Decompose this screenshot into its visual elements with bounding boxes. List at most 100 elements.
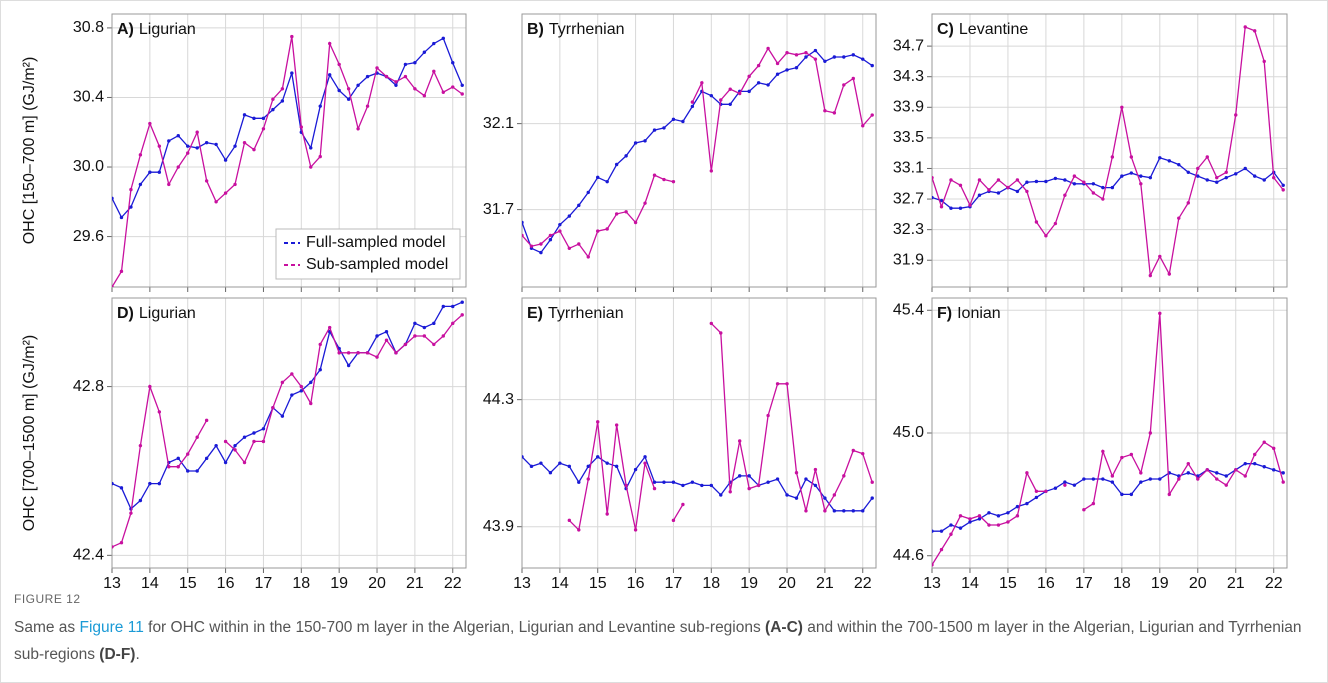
y-axis-label: OHC [150–700 m] (GJ/m²) bbox=[21, 57, 38, 245]
point bbox=[709, 93, 714, 98]
point bbox=[633, 141, 638, 145]
point bbox=[384, 338, 389, 342]
point bbox=[643, 461, 647, 465]
point bbox=[1110, 155, 1115, 159]
point bbox=[1253, 174, 1257, 178]
y-tick-label: 30.4 bbox=[73, 89, 104, 106]
point bbox=[422, 334, 427, 338]
point bbox=[413, 60, 417, 65]
point bbox=[1034, 489, 1039, 493]
point bbox=[346, 351, 351, 355]
point bbox=[252, 147, 256, 152]
point bbox=[451, 60, 455, 65]
point bbox=[1281, 480, 1285, 484]
point bbox=[949, 206, 953, 210]
caption-text: . bbox=[135, 646, 140, 663]
x-tick-label: 17 bbox=[1075, 575, 1093, 590]
point bbox=[1101, 197, 1105, 201]
x-tick-label: 15 bbox=[589, 575, 607, 590]
point bbox=[337, 62, 341, 67]
point bbox=[432, 321, 436, 326]
point bbox=[1139, 480, 1143, 484]
point bbox=[337, 88, 341, 93]
y-tick-label: 42.8 bbox=[73, 378, 104, 395]
point bbox=[624, 210, 628, 214]
point bbox=[861, 509, 865, 513]
point bbox=[261, 439, 266, 444]
point bbox=[186, 452, 190, 456]
y-tick-label: 45.0 bbox=[893, 424, 924, 441]
point bbox=[643, 201, 647, 205]
point bbox=[346, 97, 351, 101]
point bbox=[1224, 474, 1228, 478]
point bbox=[522, 233, 524, 238]
point bbox=[968, 203, 972, 207]
x-tick-label: 17 bbox=[665, 575, 683, 590]
point bbox=[804, 509, 808, 513]
series-line bbox=[112, 37, 463, 219]
plot-area bbox=[522, 298, 876, 568]
point bbox=[1053, 486, 1058, 490]
point bbox=[932, 195, 934, 200]
x-tick-label: 17 bbox=[255, 575, 273, 590]
point bbox=[242, 435, 247, 439]
point bbox=[949, 523, 953, 527]
point bbox=[1158, 254, 1162, 259]
point bbox=[129, 205, 133, 209]
point bbox=[939, 529, 944, 533]
point bbox=[958, 206, 963, 210]
caption-link[interactable]: Figure 11 bbox=[79, 619, 144, 636]
point bbox=[1177, 162, 1181, 167]
point bbox=[690, 100, 695, 104]
point bbox=[785, 382, 789, 386]
panel-label: C) bbox=[937, 21, 954, 38]
point bbox=[233, 144, 237, 148]
point bbox=[1177, 216, 1181, 220]
point bbox=[861, 451, 865, 456]
point bbox=[813, 483, 818, 488]
point bbox=[633, 467, 638, 472]
point bbox=[233, 448, 237, 452]
x-tick-label: 21 bbox=[406, 575, 424, 590]
point bbox=[832, 55, 837, 59]
point bbox=[403, 342, 408, 347]
point bbox=[681, 483, 685, 488]
point bbox=[1158, 311, 1162, 316]
point bbox=[1025, 189, 1029, 194]
point bbox=[709, 169, 714, 173]
point bbox=[403, 62, 408, 67]
point bbox=[1281, 183, 1285, 187]
point bbox=[290, 71, 294, 75]
plot-frame bbox=[111, 13, 467, 288]
point bbox=[1148, 477, 1153, 481]
point bbox=[605, 179, 609, 184]
point bbox=[1272, 175, 1276, 180]
x-tick-label: 18 bbox=[1113, 575, 1131, 590]
y-tick-label: 30.8 bbox=[73, 19, 104, 36]
point bbox=[290, 34, 294, 39]
point bbox=[968, 520, 972, 524]
point bbox=[643, 455, 647, 459]
point bbox=[1205, 155, 1209, 159]
point bbox=[671, 518, 676, 523]
point bbox=[823, 509, 827, 513]
point bbox=[299, 384, 304, 389]
point bbox=[785, 50, 789, 55]
point bbox=[1072, 483, 1077, 487]
y-tick-label: 33.1 bbox=[893, 160, 924, 177]
point bbox=[614, 212, 619, 216]
x-tick-label: 19 bbox=[330, 575, 348, 590]
point bbox=[394, 83, 398, 87]
point bbox=[1006, 520, 1010, 524]
point bbox=[186, 469, 190, 473]
point bbox=[204, 179, 209, 183]
point bbox=[558, 222, 562, 227]
point bbox=[681, 502, 685, 507]
point bbox=[932, 563, 934, 567]
point bbox=[766, 413, 770, 418]
point bbox=[1243, 461, 1247, 466]
panel-label: B) bbox=[527, 21, 544, 38]
point bbox=[233, 443, 237, 448]
point bbox=[176, 165, 180, 169]
y-tick-label: 29.6 bbox=[73, 228, 104, 245]
